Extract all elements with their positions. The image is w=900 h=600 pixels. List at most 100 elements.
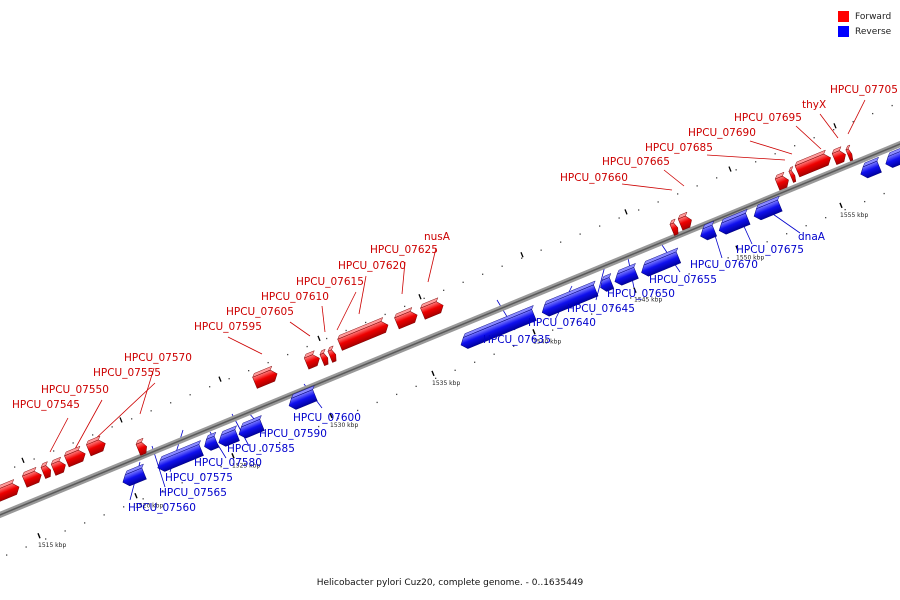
- scale-tick: [329, 412, 333, 419]
- gene-label: HPCU_07595: [194, 321, 262, 333]
- forward-gene-feature[interactable]: [85, 435, 107, 457]
- gene-label: HPCU_07660: [560, 172, 628, 184]
- reverse-gene-feature[interactable]: [201, 431, 222, 452]
- reverse-gene-feature[interactable]: [458, 305, 540, 350]
- reverse-gene-feature[interactable]: [119, 463, 149, 488]
- gene-label: dnaA: [798, 231, 826, 243]
- forward-gene-feature[interactable]: [135, 437, 149, 456]
- minor-tick: [365, 321, 367, 324]
- scale-tick: [839, 202, 843, 209]
- scale-tick-label: 1525 kbp: [232, 462, 260, 469]
- minor-tick: [872, 112, 874, 115]
- gene-label: nusA: [424, 231, 451, 243]
- minor-tick: [240, 458, 242, 460]
- forward-gene-feature[interactable]: [50, 456, 68, 476]
- minor-tick: [708, 265, 710, 267]
- minor-tick: [306, 345, 308, 348]
- gene-label: HPCU_07590: [259, 428, 327, 440]
- forward-gene-feature[interactable]: [788, 166, 799, 183]
- reverse-gene-feature[interactable]: [751, 195, 785, 222]
- forward-gene-feature[interactable]: [669, 218, 681, 236]
- minor-tick: [404, 305, 406, 308]
- minor-tick: [111, 426, 113, 428]
- minor-tick: [883, 192, 885, 195]
- gene-label: HPCU_07565: [159, 487, 227, 499]
- legend-reverse: Reverse: [838, 24, 891, 39]
- major-tick: [218, 376, 222, 382]
- major-tick: [624, 209, 628, 215]
- gene-label: HPCU_07690: [688, 127, 756, 139]
- minor-tick: [181, 482, 183, 484]
- gene-label: HPCU_07620: [338, 260, 406, 272]
- forward-gene-feature[interactable]: [21, 466, 43, 488]
- minor-tick: [735, 169, 737, 171]
- gene-label: HPCU_07610: [261, 291, 329, 303]
- scale-tick: [431, 370, 435, 377]
- forward-gene-feature[interactable]: [0, 479, 21, 503]
- reverse-gene-feature[interactable]: [539, 280, 601, 318]
- minor-tick: [298, 433, 300, 436]
- forward-gene-feature[interactable]: [831, 146, 848, 165]
- minor-tick: [747, 249, 749, 251]
- legend-reverse-label: Reverse: [855, 26, 892, 37]
- forward-gene-feature[interactable]: [303, 350, 322, 370]
- forward-gene-feature[interactable]: [337, 317, 391, 351]
- reverse-gene-feature[interactable]: [857, 156, 884, 180]
- reverse-gene-feature[interactable]: [697, 220, 719, 242]
- minor-tick: [170, 402, 172, 404]
- minor-tick: [228, 378, 230, 380]
- reverse-gene-feature[interactable]: [215, 425, 242, 449]
- minor-tick: [833, 129, 835, 131]
- forward-gene-feature[interactable]: [845, 144, 856, 162]
- minor-tick: [766, 241, 768, 243]
- forward-gene-feature[interactable]: [393, 307, 419, 330]
- gene-label: HPCU_07640: [528, 317, 596, 329]
- scale-tick-label: 1540 kbp: [533, 338, 561, 345]
- forward-gene-feature[interactable]: [794, 149, 833, 178]
- forward-gene-feature[interactable]: [327, 345, 339, 363]
- minor-tick: [14, 466, 16, 468]
- minor-tick: [657, 201, 659, 203]
- minor-tick: [150, 410, 152, 412]
- forward-gene-feature[interactable]: [40, 461, 53, 479]
- gene-label: HPCU_07605: [226, 306, 294, 318]
- minor-tick: [677, 193, 679, 195]
- minor-tick: [209, 386, 211, 388]
- scale-tick: [633, 287, 637, 293]
- minor-tick: [805, 225, 807, 227]
- major-tick: [119, 417, 123, 423]
- reverse-gene-feature[interactable]: [716, 208, 753, 236]
- reverse-gene-feature[interactable]: [597, 273, 617, 293]
- gene-label: HPCU_07575: [165, 472, 233, 484]
- minor-tick: [201, 474, 203, 476]
- reverse-gene-feature[interactable]: [236, 415, 268, 440]
- minor-tick: [103, 514, 105, 516]
- reverse-gene-feature[interactable]: [638, 247, 683, 278]
- gene-label: HPCU_07625: [370, 244, 438, 256]
- minor-tick: [84, 522, 86, 524]
- scale-tick: [231, 453, 235, 459]
- minor-tick: [33, 458, 35, 460]
- reverse-gene-feature[interactable]: [154, 440, 206, 474]
- forward-gene-feature[interactable]: [419, 297, 445, 320]
- minor-tick: [786, 233, 788, 235]
- reverse-swatch: [838, 26, 849, 37]
- minor-tick: [267, 361, 269, 364]
- gene-label: HPCU_07705: [830, 84, 898, 96]
- minor-tick: [610, 305, 612, 307]
- forward-gene-feature[interactable]: [251, 365, 279, 389]
- forward-gene-feature[interactable]: [63, 445, 87, 468]
- forward-gene-feature[interactable]: [319, 348, 331, 367]
- gene-label: HPCU_07580: [194, 457, 262, 469]
- forward-gene-feature[interactable]: [774, 171, 791, 191]
- minor-tick: [131, 418, 133, 420]
- forward-gene-feature[interactable]: [677, 211, 694, 231]
- minor-tick: [579, 233, 581, 235]
- gene-label: HPCU_07545: [12, 399, 80, 411]
- minor-tick: [396, 393, 398, 396]
- genome-backbone: [0, 140, 900, 519]
- minor-tick: [532, 337, 534, 339]
- reverse-gene-feature[interactable]: [286, 385, 320, 412]
- scale-tick-label: 1550 kbp: [736, 255, 764, 262]
- reverse-gene-feature[interactable]: [611, 262, 641, 287]
